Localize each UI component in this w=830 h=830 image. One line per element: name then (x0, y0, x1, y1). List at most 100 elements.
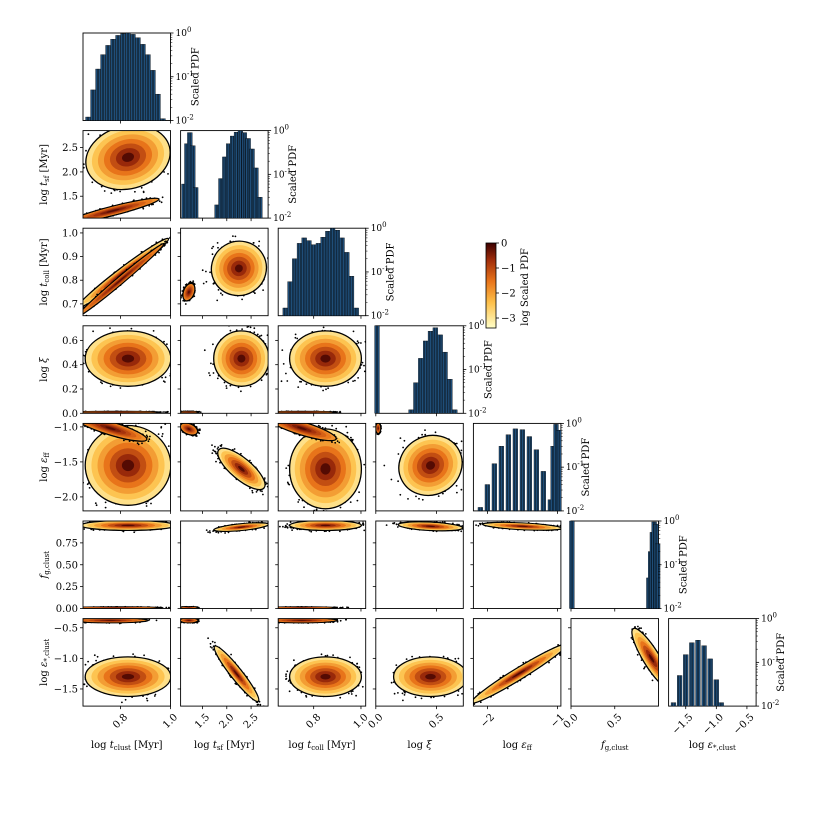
outlier-point (167, 173, 169, 175)
outlier-point (91, 416, 93, 418)
outlier-point (101, 382, 103, 385)
hist-bar (448, 379, 451, 414)
density-contour (237, 526, 246, 528)
x-tick-label: 0.5 (427, 712, 446, 731)
hist-bar (317, 243, 320, 316)
hist-bar (241, 132, 244, 219)
outlier-point (137, 124, 139, 126)
outlier-point (506, 687, 509, 690)
outlier-point (659, 656, 661, 658)
hist-bar (528, 436, 531, 512)
outlier-point (347, 692, 350, 695)
outlier-point (287, 680, 290, 682)
outlier-point (160, 201, 163, 204)
outlier-point (90, 221, 92, 223)
outlier-point (113, 189, 116, 192)
outlier-point (164, 411, 167, 414)
x-axis-label-fg: fg,clust (600, 740, 629, 752)
hist-bar (416, 382, 419, 414)
density-panel-estar-vs-tclust (75, 618, 173, 707)
x-tick-label: 2.0 (217, 712, 236, 731)
outlier-point (158, 200, 161, 203)
hist-bar (222, 156, 225, 219)
outlier-point (95, 659, 97, 662)
outlier-point (249, 385, 252, 388)
outlier-point (75, 620, 77, 622)
outlier-point (288, 690, 291, 693)
outlier-point (404, 691, 406, 694)
outlier-point (80, 414, 82, 416)
outlier-point (479, 522, 482, 525)
outlier-point (146, 435, 149, 438)
y-tick-label: 0.00 (56, 604, 78, 615)
hist-bar (216, 204, 219, 219)
x-axis-label-tclust: log tclust [Myr] (91, 740, 163, 752)
y-tick-label: 0.9 (62, 252, 78, 263)
outlier-point (286, 527, 289, 529)
outlier-point (371, 487, 373, 489)
hist-frame-fg (570, 520, 659, 609)
outlier-point (270, 414, 272, 416)
outlier-point (563, 647, 565, 649)
outlier-point (269, 276, 271, 278)
hist-bar (127, 32, 129, 121)
hist-bar (88, 116, 91, 121)
hist-bar (307, 240, 310, 316)
outlier-point (283, 416, 285, 418)
outlier-point (361, 361, 364, 364)
outlier-point (397, 480, 399, 483)
label-part: ξ (39, 357, 50, 363)
hist-tick-label: 100 (761, 612, 777, 625)
outlier-point (79, 411, 81, 413)
hist-bar (680, 675, 683, 707)
outlier-point (310, 530, 313, 533)
hist-bar (655, 543, 657, 609)
outlier-point (57, 223, 59, 225)
y-axis-label-eff: log εff (39, 452, 51, 482)
density-panel-xi-vs-tsf (180, 325, 269, 414)
outlier-point (358, 666, 361, 669)
hist-bar (322, 237, 325, 316)
hist-tick-exponent: 0 (382, 221, 386, 229)
hist-tick-label: 10-2 (176, 114, 194, 127)
density-panel-eff-vs-tcoll (270, 414, 373, 512)
outlier-point (154, 693, 157, 696)
density-panel-fg-vs-eff (472, 520, 562, 609)
outlier-point (273, 423, 275, 425)
outlier-point (133, 531, 136, 534)
outlier-point (456, 491, 458, 494)
hist-bar (689, 642, 692, 707)
outlier-point (259, 703, 262, 706)
outlier-point (241, 298, 244, 301)
outlier-point (81, 353, 83, 355)
outlier-point (132, 653, 135, 655)
outlier-point (78, 307, 80, 309)
outlier-point (171, 684, 173, 686)
y-tick-label: −0.5 (54, 623, 78, 634)
outlier-point (100, 381, 102, 383)
density-frame (180, 618, 269, 707)
outlier-point (164, 376, 167, 379)
outlier-point (522, 661, 525, 664)
outlier-point (363, 364, 365, 367)
outlier-point (150, 502, 152, 505)
outlier-point (119, 124, 121, 126)
outlier-point (85, 149, 87, 152)
hist-bar (284, 307, 287, 316)
outlier-point (345, 618, 347, 621)
outlier-point (471, 675, 473, 677)
outlier-point (217, 289, 220, 291)
outlier-point (223, 381, 226, 384)
outlier-point (332, 654, 334, 656)
hist-bar (108, 45, 111, 121)
hist-bar (87, 116, 89, 121)
outlier-point (161, 196, 164, 199)
hist-bar (143, 44, 146, 121)
outlier-point (285, 525, 288, 528)
density-frame (180, 422, 269, 512)
outlier-point (665, 685, 667, 687)
outlier-point (280, 380, 283, 383)
outlier-point (82, 221, 84, 223)
